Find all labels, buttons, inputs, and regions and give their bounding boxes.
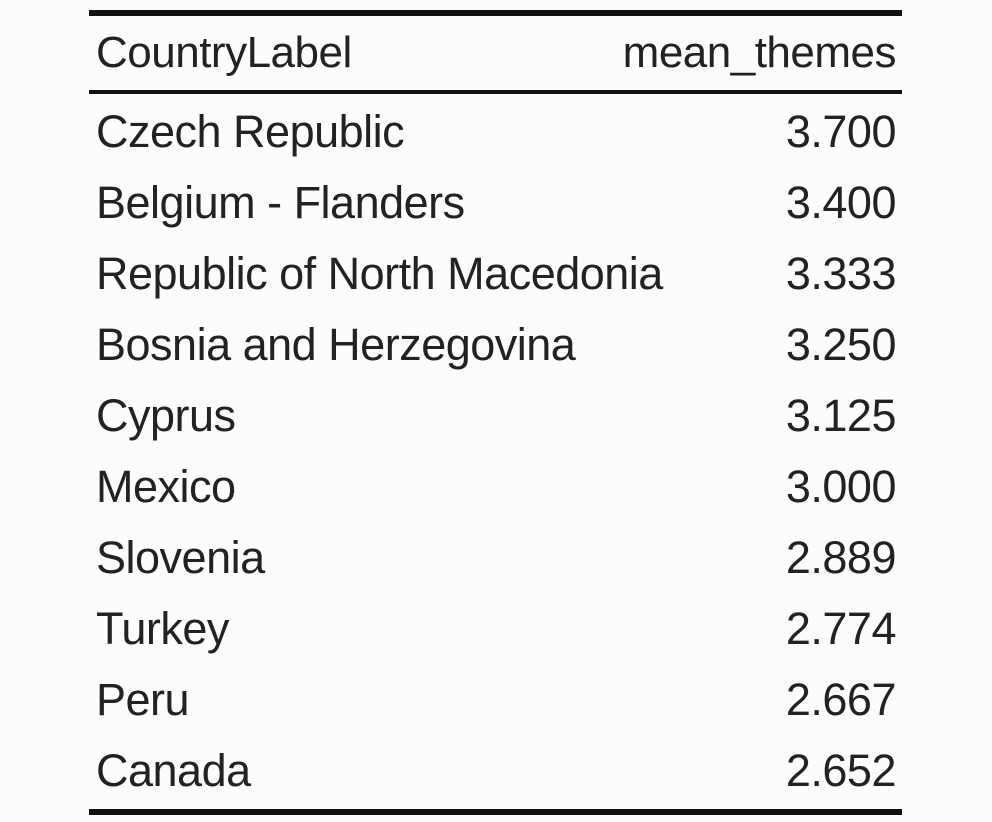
country-cell: Czech Republic	[96, 105, 405, 157]
country-cell: Mexico	[96, 460, 236, 512]
table-header-rule	[89, 90, 902, 94]
country-cell: Republic of North Macedonia	[96, 247, 663, 299]
table-row: Peru 2.667	[89, 664, 902, 735]
table-row: Republic of North Macedonia 3.333	[89, 238, 902, 309]
mean-themes-cell: 3.700	[785, 105, 897, 157]
mean-themes-cell: 3.250	[785, 318, 897, 370]
mean-themes-cell: 2.667	[785, 673, 897, 725]
table-row: Turkey 2.774	[89, 593, 902, 664]
table-bottom-rule	[89, 809, 902, 815]
country-cell: Belgium - Flanders	[96, 176, 465, 228]
table-row: Slovenia 2.889	[89, 522, 902, 593]
country-cell: Slovenia	[96, 531, 265, 583]
country-cell: Turkey	[96, 602, 229, 654]
column-header-mean-themes: mean_themes	[622, 28, 897, 77]
mean-themes-cell: 3.333	[785, 247, 897, 299]
country-cell: Peru	[96, 673, 190, 725]
data-table: CountryLabel mean_themes Czech Republic 3…	[89, 10, 902, 815]
country-cell: Cyprus	[96, 389, 236, 441]
mean-themes-cell: 2.652	[785, 744, 897, 796]
table-top-rule	[89, 10, 902, 16]
table-body: Czech Republic 3.700 Belgium - Flanders 3.4…	[89, 94, 902, 809]
table-row: Bosnia and Herzegovina 3.250	[89, 309, 902, 380]
mean-themes-cell: 3.125	[785, 389, 897, 441]
table-row: Czech Republic 3.700	[89, 96, 902, 167]
table-row: Mexico 3.000	[89, 451, 902, 522]
country-cell: Bosnia and Herzegovina	[96, 318, 576, 370]
mean-themes-cell: 3.000	[785, 460, 897, 512]
column-header-country-label: CountryLabel	[96, 28, 352, 77]
table-row: Belgium - Flanders 3.400	[89, 167, 902, 238]
mean-themes-cell: 2.774	[785, 602, 897, 654]
mean-themes-cell: 2.889	[785, 531, 897, 583]
table-row: Cyprus 3.125	[89, 380, 902, 451]
table-row: Canada 2.652	[89, 735, 902, 806]
mean-themes-cell: 3.400	[785, 176, 897, 228]
country-cell: Canada	[96, 744, 251, 796]
table-header-row: CountryLabel mean_themes	[89, 16, 902, 90]
